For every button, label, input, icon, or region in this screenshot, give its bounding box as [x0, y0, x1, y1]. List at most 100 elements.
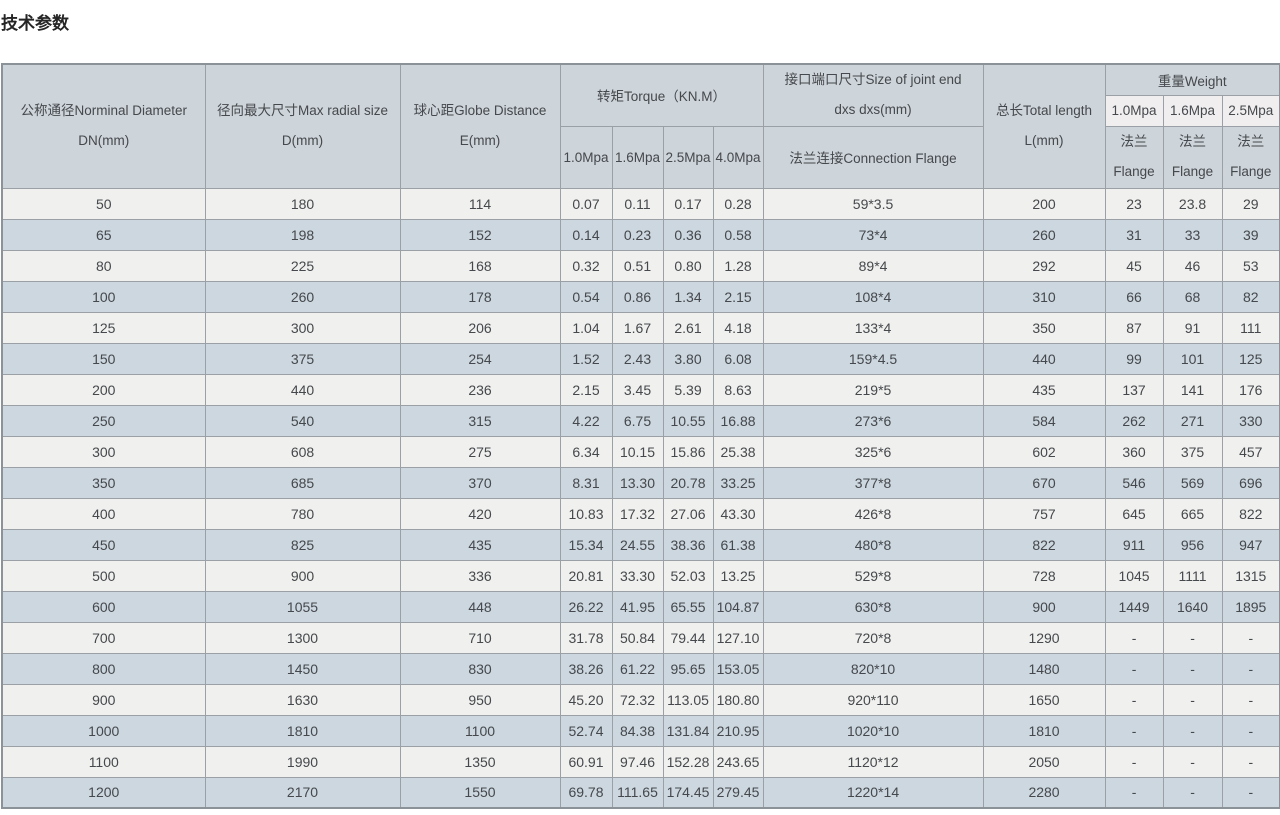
table-row: 600 1055 448 26.22 41.95 65.55 104.87 630*8 900 1… — [1, 590, 1280, 623]
table-cell: 900 — [1, 683, 206, 716]
table-cell: 10.83 — [559, 497, 613, 530]
table-cell: 1.04 — [559, 311, 613, 344]
table-cell: - — [1104, 683, 1164, 716]
table-cell: 80 — [1, 249, 206, 282]
table-cell: 4.22 — [559, 404, 613, 437]
table-cell: 174.45 — [662, 776, 714, 809]
table-cell: 1.52 — [559, 342, 613, 375]
header-row-2: 1.0Mpa 1.6Mpa 2.5Mpa — [2, 94, 1280, 127]
table-cell: 16.88 — [712, 404, 764, 437]
table-cell: 219*5 — [762, 373, 984, 406]
col-header-total-length-line1: 总长Total length — [996, 103, 1093, 119]
table-cell: 108*4 — [762, 280, 984, 313]
table-cell: 13.25 — [712, 559, 764, 592]
torque-subheader-2.5mpa: 2.5Mpa — [662, 125, 714, 189]
table-cell: 1120*12 — [762, 745, 984, 778]
table-cell: 26.22 — [559, 590, 613, 623]
table-cell: 300 — [1, 435, 206, 468]
table-cell: 61.22 — [611, 652, 664, 685]
table-cell: 0.23 — [611, 218, 664, 251]
table-cell: 600 — [1, 590, 206, 623]
table-cell: 29 — [1221, 187, 1280, 220]
table-cell: 0.58 — [712, 218, 764, 251]
table-cell: 1000 — [1, 714, 206, 747]
weight-flange-header-3-line1: 法兰 — [1237, 134, 1265, 149]
table-cell: 60.91 — [559, 745, 613, 778]
table-cell: 23 — [1104, 187, 1164, 220]
torque-subheader-4.0mpa: 4.0Mpa — [712, 125, 764, 189]
table-row: 1200 2170 1550 69.78 111.65 174.45 279.45 1220*… — [1, 776, 1280, 809]
col-header-max-radial-size-line2: D(mm) — [281, 133, 324, 149]
table-cell: 150 — [1, 342, 206, 375]
table-cell: 24.55 — [611, 528, 664, 561]
table-cell: 350 — [1, 466, 206, 499]
table-row: 80 225 168 0.32 0.51 0.80 1.28 89*4 292 45 46 53 — [1, 249, 1280, 282]
table-cell: 10.55 — [662, 404, 714, 437]
table-cell: 152 — [399, 218, 561, 251]
header-row-3: 1.0Mpa 1.6Mpa 2.5Mpa 4.0Mpa 法兰连接Connecti… — [2, 125, 1280, 189]
table-cell: 152.28 — [662, 745, 714, 778]
table-row: 800 1450 830 38.26 61.22 95.65 153.05 820*10 148… — [1, 652, 1280, 685]
table-cell: 720*8 — [762, 621, 984, 654]
table-cell: 4.18 — [712, 311, 764, 344]
table-row: 350 685 370 8.31 13.30 20.78 33.25 377*8 670 546 5… — [1, 466, 1280, 499]
table-cell: 820*10 — [762, 652, 984, 685]
table-cell: 33.25 — [712, 466, 764, 499]
col-header-joint-end-size: 接口端口尺寸Size of joint end dxs dxs(mm) — [762, 63, 984, 127]
table-cell: 377*8 — [762, 466, 984, 499]
table-cell: 540 — [204, 404, 401, 437]
col-header-connection-flange: 法兰连接Connection Flange — [762, 125, 984, 189]
table-cell: 38.26 — [559, 652, 613, 685]
table-cell: 1300 — [204, 621, 401, 654]
table-cell: 73*4 — [762, 218, 984, 251]
table-cell: - — [1221, 683, 1280, 716]
weight-flange-header-1: 法兰 Flange — [1104, 125, 1164, 189]
col-header-nominal-diameter-line1: 公称通径Norminal Diameter — [20, 103, 188, 119]
table-cell: - — [1104, 621, 1164, 654]
weight-subheader-1.6mpa: 1.6Mpa — [1162, 94, 1223, 127]
table-cell: 52.03 — [662, 559, 714, 592]
table-cell: 262 — [1104, 404, 1164, 437]
table-cell: 400 — [1, 497, 206, 530]
table-cell: 27.06 — [662, 497, 714, 530]
table-cell: - — [1104, 776, 1164, 809]
table-cell: 137 — [1104, 373, 1164, 406]
table-cell: 250 — [1, 404, 206, 437]
table-cell: 6.75 — [611, 404, 664, 437]
table-cell: 1220*14 — [762, 776, 984, 809]
table-row: 400 780 420 10.83 17.32 27.06 43.30 426*8 757 645… — [1, 497, 1280, 530]
table-cell: 2050 — [982, 745, 1106, 778]
table-cell: 1315 — [1221, 559, 1280, 592]
table-cell: 31 — [1104, 218, 1164, 251]
table-row: 900 1630 950 45.20 72.32 113.05 180.80 920*110 1… — [1, 683, 1280, 716]
table-cell: 2280 — [982, 776, 1106, 809]
table-cell: 133*4 — [762, 311, 984, 344]
table-cell: 480*8 — [762, 528, 984, 561]
table-cell: 33.30 — [611, 559, 664, 592]
table-cell: 830 — [399, 652, 561, 685]
table-cell: 61.38 — [712, 528, 764, 561]
weight-flange-header-3-line2: Flange — [1230, 164, 1272, 179]
table-cell: 2.43 — [611, 342, 664, 375]
table-cell: 100 — [1, 280, 206, 313]
table-cell: 210.95 — [712, 714, 764, 747]
col-header-max-radial-size-line1: 径向最大尺寸Max radial size — [216, 103, 389, 119]
table-cell: - — [1221, 745, 1280, 778]
torque-subheader-1.0mpa: 1.0Mpa — [559, 125, 613, 189]
table-cell: 38.36 — [662, 528, 714, 561]
table-cell: 59*3.5 — [762, 187, 984, 220]
table-cell: 1630 — [204, 683, 401, 716]
table-cell: 426*8 — [762, 497, 984, 530]
table-cell: - — [1162, 745, 1223, 778]
weight-flange-header-3: 法兰 Flange — [1221, 125, 1280, 189]
table-cell: 1480 — [982, 652, 1106, 685]
table-cell: 350 — [982, 311, 1106, 344]
table-cell: 546 — [1104, 466, 1164, 499]
table-cell: 0.17 — [662, 187, 714, 220]
table-cell: 292 — [982, 249, 1106, 282]
table-cell: 236 — [399, 373, 561, 406]
table-cell: 440 — [204, 373, 401, 406]
table-cell: 1550 — [399, 776, 561, 809]
table-cell: - — [1162, 683, 1223, 716]
table-cell: 20.78 — [662, 466, 714, 499]
